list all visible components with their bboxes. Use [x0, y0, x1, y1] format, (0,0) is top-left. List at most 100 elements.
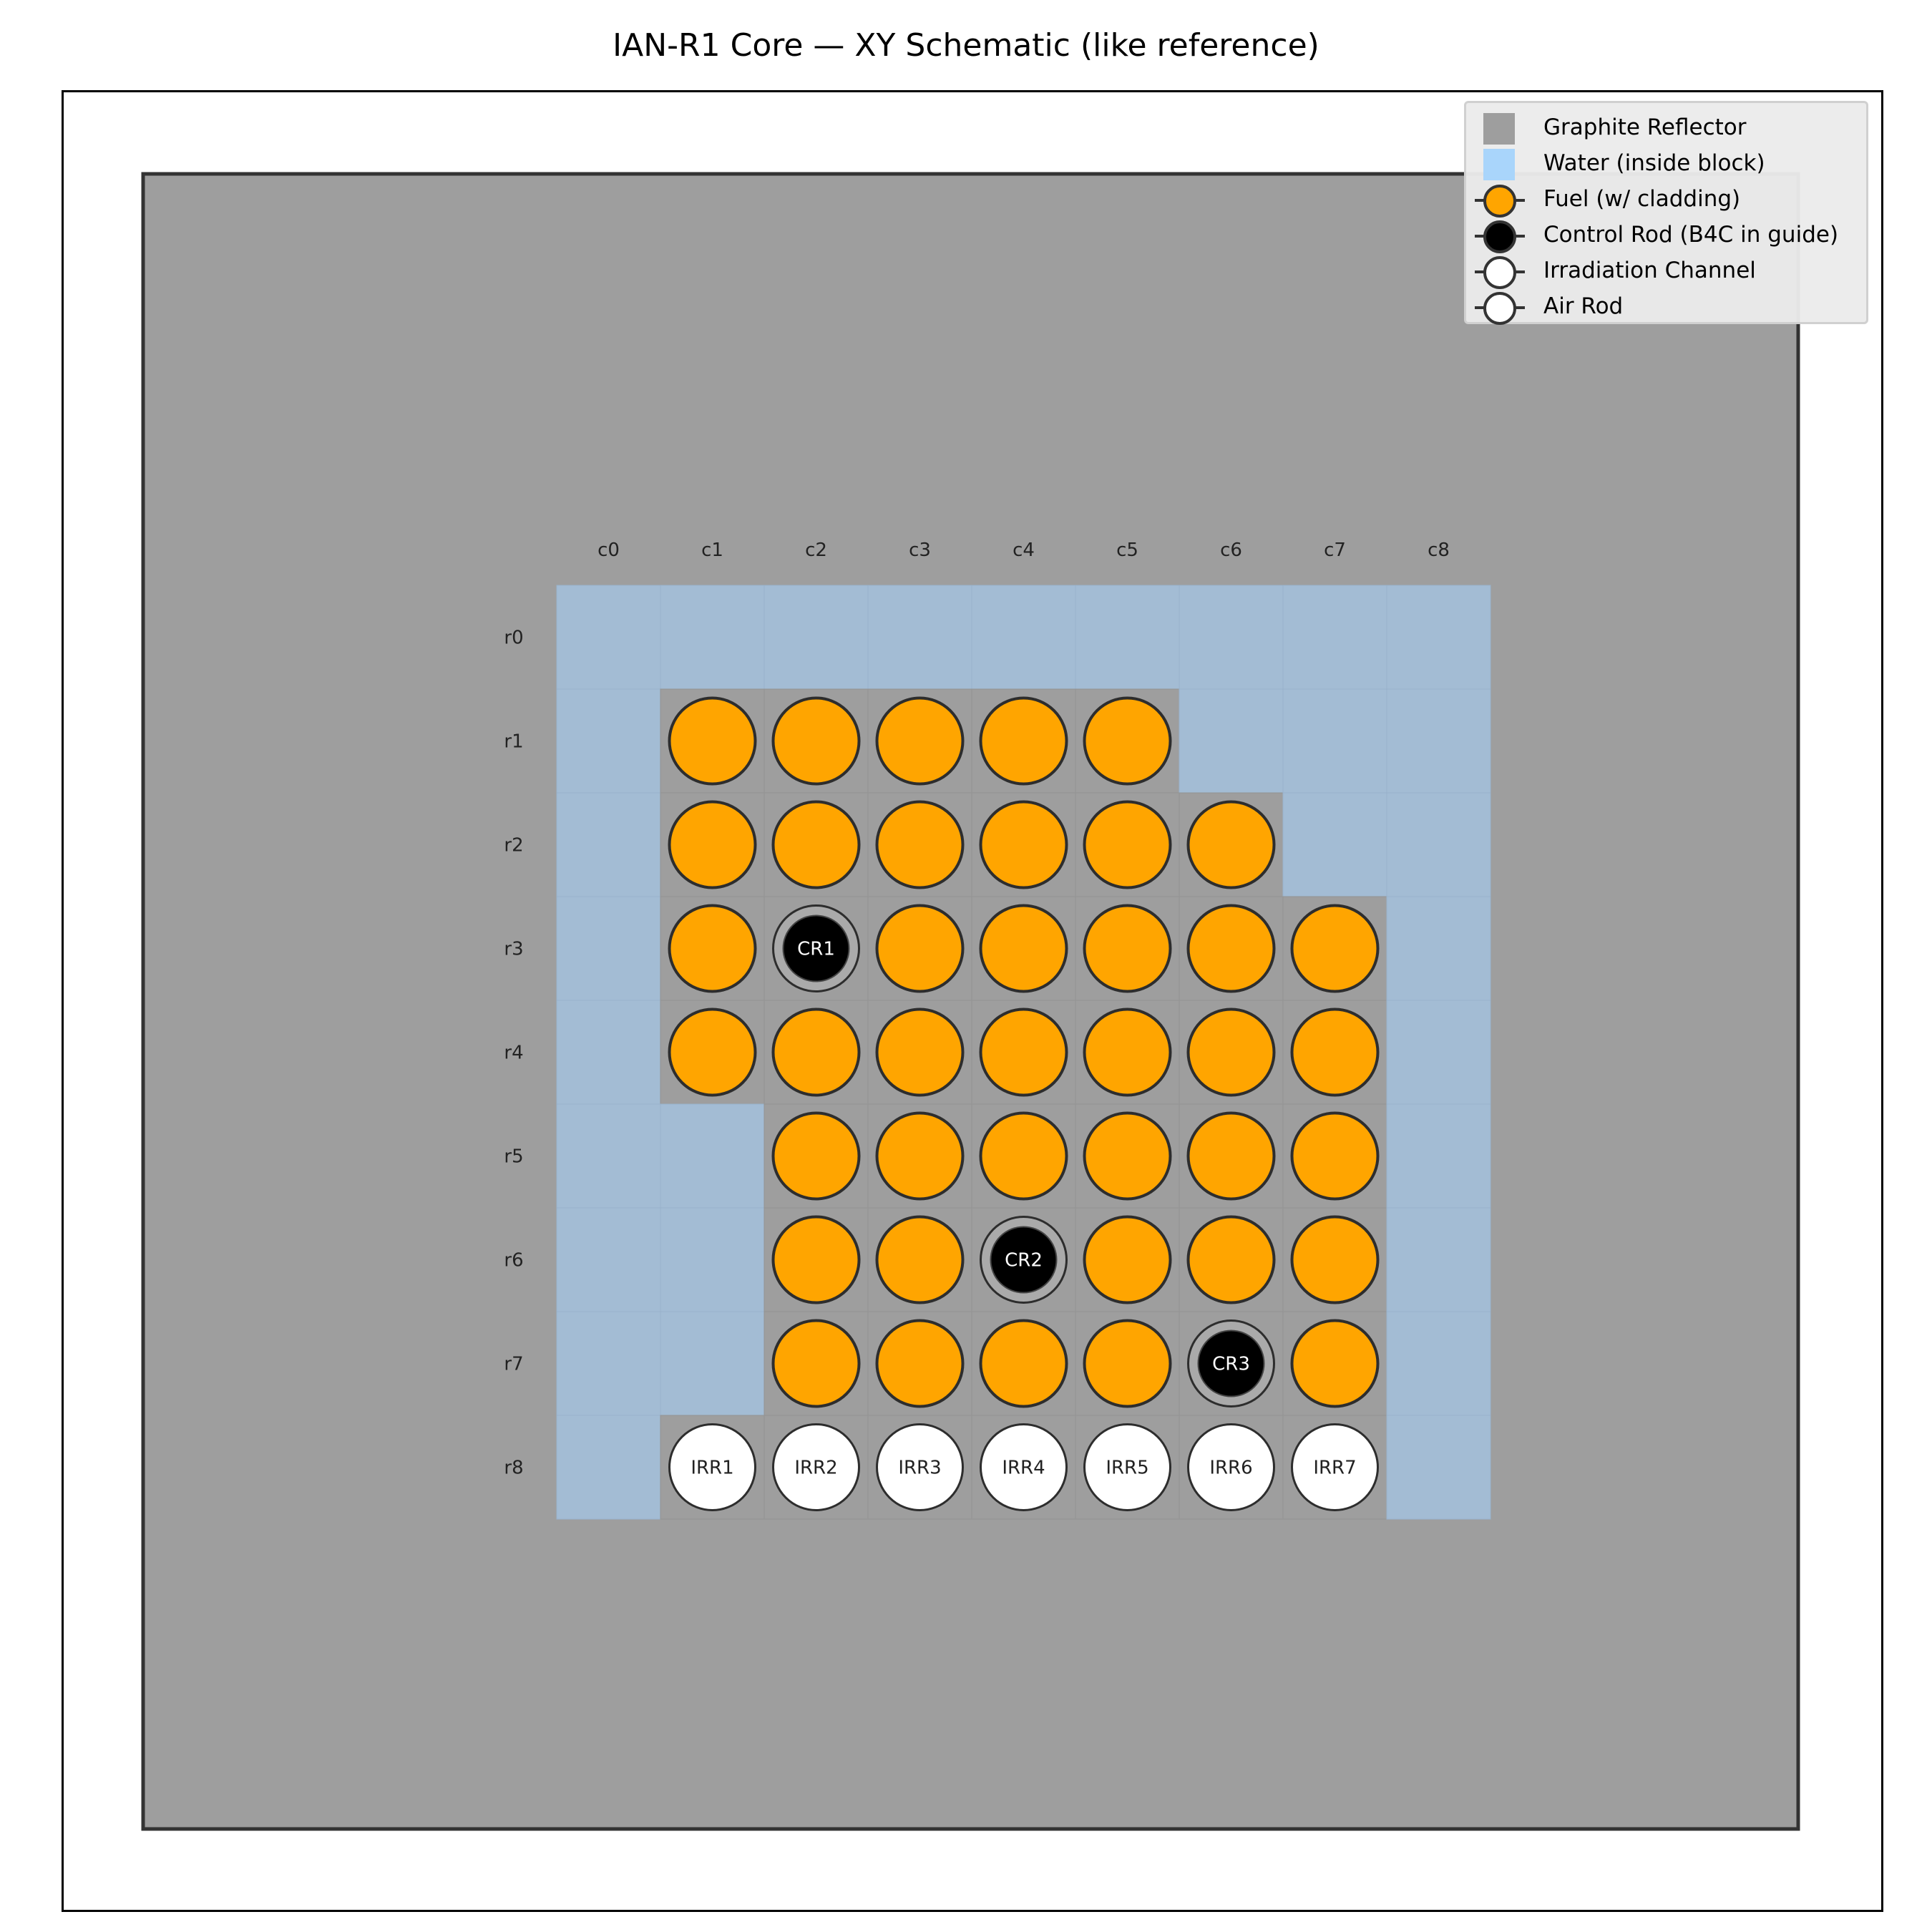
water-cell: [556, 1103, 661, 1209]
fuel-rod: [771, 800, 861, 889]
water-cell: [1386, 688, 1491, 794]
irradiation-channel-label: IRR2: [794, 1458, 837, 1479]
column-label: c5: [1116, 540, 1138, 561]
fuel-rod: [875, 1008, 965, 1097]
water-cell: [556, 1311, 661, 1416]
legend-item-fuel: Fuel (w/ cladding): [1466, 182, 1867, 218]
water-cell: [556, 1000, 661, 1105]
fuel-rod: [771, 1215, 861, 1304]
legend-label: Fuel (w/ cladding): [1543, 186, 1741, 212]
water-cell: [1282, 585, 1387, 690]
fuel-rod: [979, 904, 1068, 993]
irradiation-channel: [1291, 1423, 1379, 1511]
fuel-rod: [1290, 1111, 1380, 1201]
water-cell: [1386, 1000, 1491, 1105]
fuel-rod: [875, 1215, 965, 1304]
air-rod-marker-icon: [1483, 292, 1516, 325]
row-label: r4: [504, 1043, 523, 1064]
fuel-rod: [1290, 1215, 1380, 1304]
row-label: r7: [504, 1354, 523, 1375]
irradiation-channel: [1083, 1423, 1171, 1511]
water-cell: [1179, 585, 1284, 690]
water-cell: [1179, 688, 1284, 794]
fuel-rod: [875, 696, 965, 786]
fuel-rod: [1083, 800, 1172, 889]
water-cell: [1386, 1103, 1491, 1209]
water-cell: [1386, 585, 1491, 690]
fuel-rod: [668, 1008, 757, 1097]
diagram-title: IAN-R1 Core — XY Schematic (like referen…: [613, 27, 1319, 64]
column-label: c2: [805, 540, 827, 561]
irradiation-channel-label: IRR7: [1313, 1458, 1356, 1479]
fuel-rod: [1186, 800, 1276, 889]
legend-item-graphite: Graphite Reflector: [1466, 110, 1867, 146]
legend-label: Air Rod: [1543, 293, 1624, 319]
fuel-rod: [1290, 904, 1380, 993]
water-cell: [556, 1415, 661, 1520]
fuel-rod: [875, 904, 965, 993]
fuel-rod: [668, 904, 757, 993]
irradiation-channel: [980, 1423, 1068, 1511]
fuel-rod: [1083, 1008, 1172, 1097]
fuel-rod: [1083, 904, 1172, 993]
irradiation-channel-label: IRR3: [898, 1458, 941, 1479]
row-label: r2: [504, 835, 523, 857]
fuel-rod: [875, 1111, 965, 1201]
legend-item-water: Water (inside block): [1466, 146, 1867, 182]
row-label: r3: [504, 939, 523, 960]
water-cell: [1386, 1207, 1491, 1312]
irradiation-channel-label: IRR1: [691, 1458, 733, 1479]
fuel-rod: [979, 800, 1068, 889]
irradiation-channel: [876, 1423, 964, 1511]
control-rod: [1197, 1330, 1265, 1397]
water-cell: [556, 688, 661, 794]
legend-label: Control Rod (B4C in guide): [1543, 222, 1839, 248]
fuel-rod: [668, 800, 757, 889]
irradiation-channel: [668, 1423, 756, 1511]
fuel-rod: [875, 1319, 965, 1408]
column-label: c8: [1428, 540, 1450, 561]
control-rod-label: CR2: [1005, 1250, 1043, 1272]
legend-label: Graphite Reflector: [1543, 114, 1747, 140]
fuel-rod: [1186, 1111, 1276, 1201]
row-label: r5: [504, 1146, 523, 1168]
plot-frame: [62, 90, 1883, 1912]
fuel-rod: [875, 800, 965, 889]
fuel-rod: [1290, 1319, 1380, 1408]
water-cell: [660, 1311, 765, 1416]
fuel-rod: [979, 696, 1068, 786]
fuel-rod: [771, 1319, 861, 1408]
water-cell: [1282, 792, 1387, 897]
water-swatch-icon: [1483, 149, 1515, 180]
column-label: c0: [597, 540, 620, 561]
fuel-rod: [979, 1008, 1068, 1097]
control-rod: [782, 914, 850, 982]
water-cell: [763, 585, 869, 690]
water-cell: [1075, 585, 1180, 690]
irradiation-channel-label: IRR5: [1106, 1458, 1148, 1479]
column-label: c1: [701, 540, 723, 561]
fuel-rod: [1083, 1319, 1172, 1408]
water-cell: [1282, 688, 1387, 794]
row-label: r0: [504, 628, 523, 649]
water-cell: [556, 1207, 661, 1312]
control-rod: [990, 1226, 1058, 1294]
graphite-swatch-icon: [1483, 113, 1515, 145]
water-cell: [556, 896, 661, 1001]
fuel-rod: [1290, 1008, 1380, 1097]
water-cell: [1386, 1415, 1491, 1520]
fuel-rod: [1186, 1008, 1276, 1097]
control-rod-marker-icon: [1483, 220, 1516, 253]
irradiation-marker-icon: [1483, 256, 1516, 289]
legend-item-control-rod: Control Rod (B4C in guide): [1466, 218, 1867, 253]
fuel-rod: [771, 1008, 861, 1097]
column-label: c7: [1324, 540, 1346, 561]
water-cell: [867, 585, 972, 690]
water-cell: [1386, 1311, 1491, 1416]
irradiation-channel: [772, 1423, 860, 1511]
row-label: r8: [504, 1458, 523, 1479]
fuel-rod: [1186, 1215, 1276, 1304]
fuel-marker-icon: [1483, 185, 1516, 218]
column-label: c6: [1220, 540, 1242, 561]
row-label: r6: [504, 1250, 523, 1272]
